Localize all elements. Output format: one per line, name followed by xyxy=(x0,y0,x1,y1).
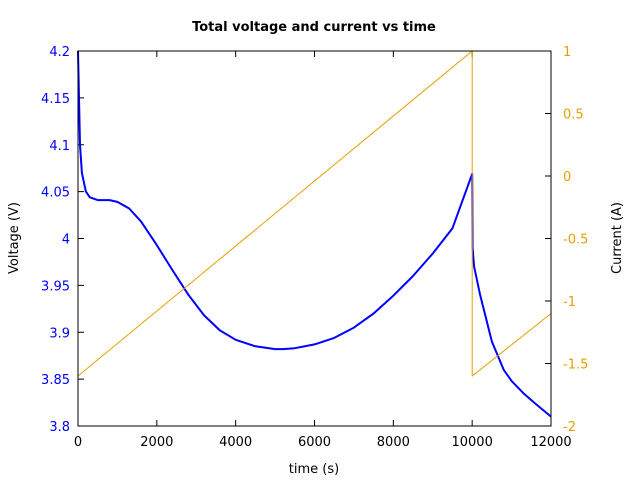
y-tick-label: 4.15 xyxy=(41,92,70,107)
x-tick-label: 4000 xyxy=(219,435,252,450)
y-tick-label: 4.05 xyxy=(41,186,70,201)
plot-frame xyxy=(77,50,552,427)
x-tick-label: 10000 xyxy=(451,435,492,450)
chart-title: Total voltage and current vs time xyxy=(192,20,436,35)
y-tick-label: 3.95 xyxy=(41,279,70,294)
x-tick-label: 6000 xyxy=(298,435,331,450)
y-tick-label: 3.9 xyxy=(49,326,70,341)
y2-tick-label: -0.5 xyxy=(563,233,588,248)
y-tick-label: 4.1 xyxy=(49,139,70,154)
y2-tick-label: -2 xyxy=(563,420,576,435)
x-tick-label: 0 xyxy=(74,435,82,450)
x-axis-label: time (s) xyxy=(289,462,339,477)
x-tick-label: 12000 xyxy=(530,435,571,450)
x-tick-label: 8000 xyxy=(377,435,410,450)
series-lines xyxy=(77,50,552,418)
y-tick-label: 4.2 xyxy=(49,45,70,60)
current-line xyxy=(77,50,552,377)
y-axis-label: Voltage (V) xyxy=(7,202,22,274)
x-tick-label: 2000 xyxy=(140,435,173,450)
y2-tick-label: 0.5 xyxy=(563,108,584,123)
y-tick-label: 3.8 xyxy=(49,420,70,435)
x-axis-ticks: 0 2000 4000 6000 8000 10000 12000 xyxy=(74,51,572,450)
y2-tick-label: 1 xyxy=(563,45,571,60)
y2-tick-label: -1.5 xyxy=(563,358,588,373)
y2-tick-label: -1 xyxy=(563,295,576,310)
y2-axis-ticks: -2 -1.5 -1 -0.5 0 0.5 1 xyxy=(545,45,588,435)
y-tick-label: 3.85 xyxy=(41,373,70,388)
y2-tick-label: 0 xyxy=(563,170,571,185)
voltage-line xyxy=(77,50,552,418)
y2-axis-label: Current (A) xyxy=(610,202,625,274)
y-tick-label: 4 xyxy=(62,233,70,248)
y-axis-ticks: 3.8 3.85 3.9 3.95 4 4.05 4.1 4.15 4.2 xyxy=(41,45,84,435)
